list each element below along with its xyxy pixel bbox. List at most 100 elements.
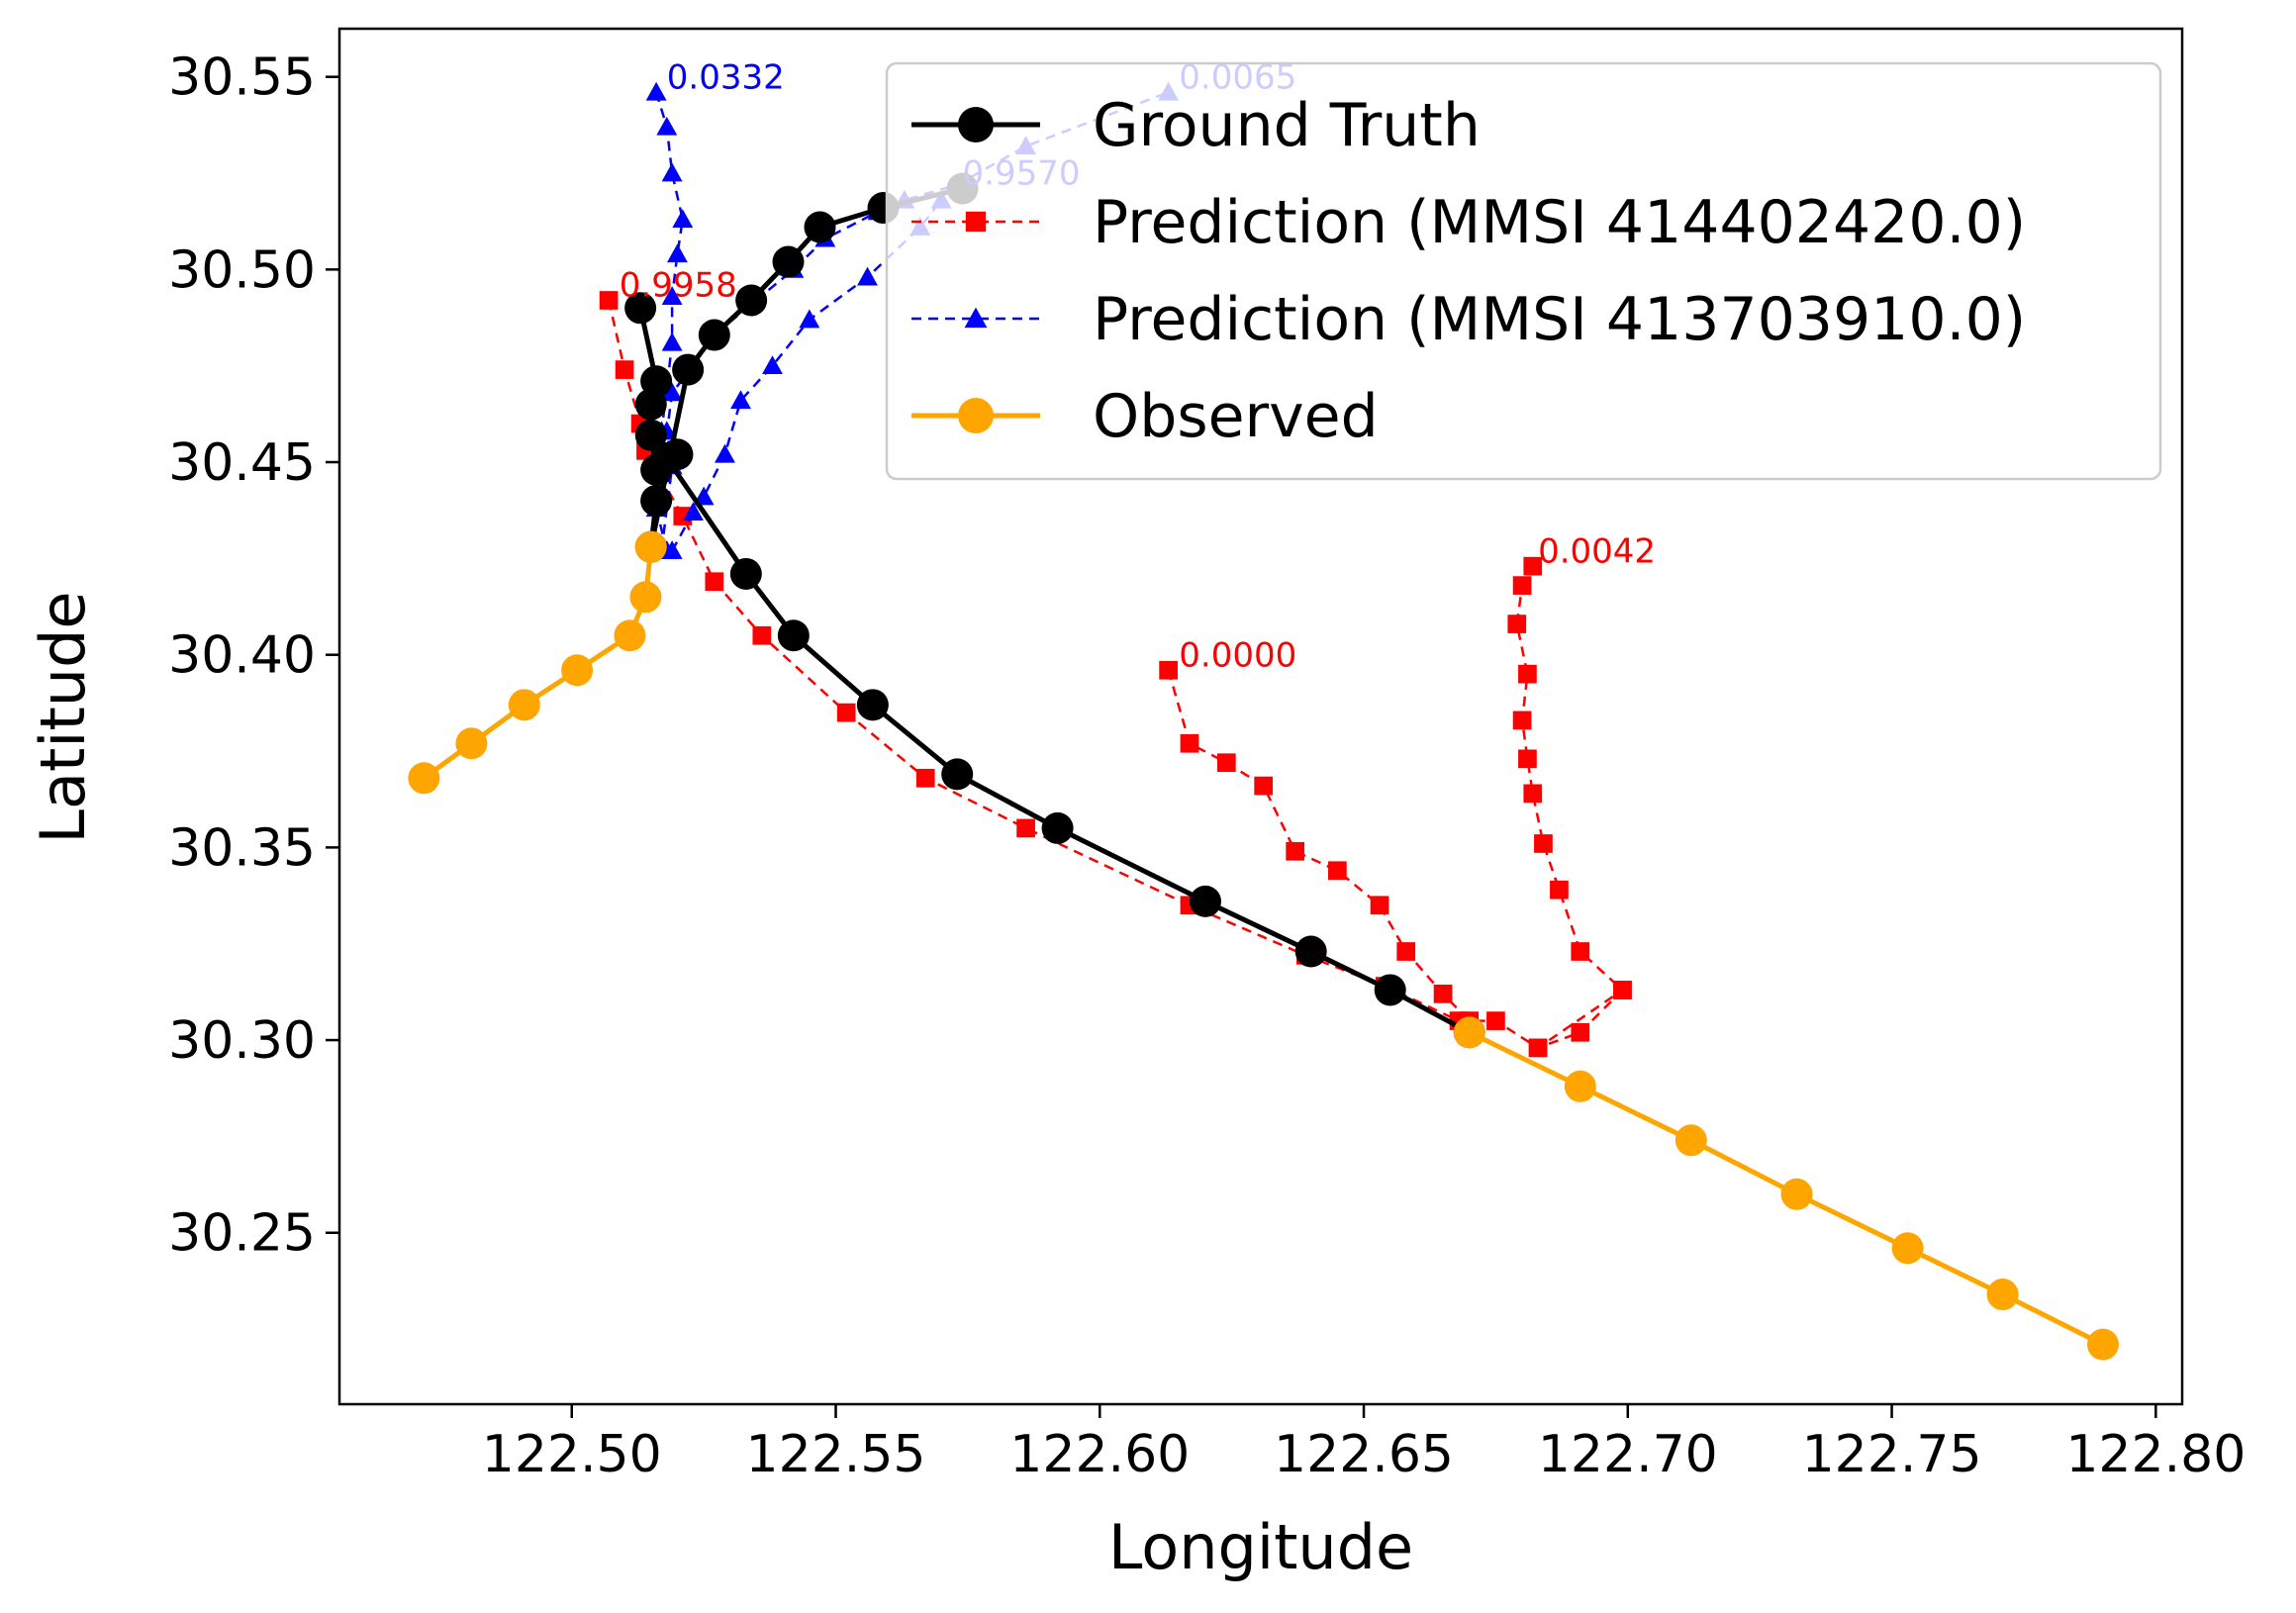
square-marker [836,703,856,722]
square-marker [1396,942,1416,961]
series-group [1507,556,1632,1058]
circle-marker [408,762,440,795]
x-tick-label: 122.70 [1538,1425,1718,1484]
circle-marker [650,442,683,475]
circle-marker [772,245,805,278]
square-marker [1216,753,1236,773]
y-axis-label: Latitude [27,591,99,843]
triangle-marker [964,307,988,329]
square-marker [1507,615,1527,633]
triangle-marker [715,443,735,463]
y-tick-label: 30.30 [168,1011,316,1071]
square-marker [965,211,987,233]
y-tick-label: 30.40 [168,626,316,686]
circle-marker [958,398,994,433]
legend: Ground Truth Prediction (MMSI 414402420.0… [885,61,2162,481]
square-marker [1550,880,1569,900]
probability-label: 0.0000 [1179,635,1296,675]
circle-marker [624,292,657,325]
square-marker [1523,784,1543,804]
square-marker [1180,733,1199,753]
triangle-marker [667,243,688,263]
square-marker [1571,942,1590,961]
circle-marker [455,727,488,760]
circle-marker [640,484,673,517]
series-line [664,456,1471,1035]
circle-marker [1891,1232,1924,1265]
square-marker [1286,841,1305,861]
series-line [1167,669,1471,1022]
triangle-marker [762,355,783,375]
square-marker [1486,1011,1505,1030]
x-tick-label: 122.80 [2065,1425,2246,1484]
square-marker [599,291,619,310]
triangle-marker [656,116,678,136]
y-tick-label: 30.55 [168,48,316,108]
x-tick-label: 122.50 [482,1425,662,1484]
circle-marker [804,211,836,243]
legend-label: Ground Truth [1093,91,1481,160]
circle-marker [1674,1124,1707,1157]
circle-marker [672,353,705,386]
circle-marker [735,284,768,317]
probability-label: 0.0332 [667,57,785,97]
y-ticks: 30.25 30.30 30.35 30.40 30.45 30.50 30.55 [168,48,339,1264]
x-tick-label: 122.65 [1274,1425,1454,1484]
triangle-marker [683,502,704,522]
series-group [1453,1016,2119,1361]
circle-marker [508,689,540,721]
square-marker [1254,776,1274,796]
triangle-marker [857,266,878,286]
circle-marker [1294,935,1327,968]
triangle-marker [799,309,820,329]
circle-marker [958,107,994,142]
circle-marker [1189,885,1221,917]
square-marker [1518,664,1537,684]
circle-marker [729,557,762,590]
x-tick-label: 122.60 [1009,1425,1190,1484]
triangle-marker [661,332,683,351]
probability-label: 0.9958 [620,266,737,306]
square-marker [1528,1038,1548,1058]
circle-marker [1564,1070,1596,1102]
x-ticks: 122.50 122.55 122.60 122.65 122.70 122.75 122.… [482,1404,2246,1484]
legend-label: Prediction (MMSI 414402420.0) [1093,188,2026,257]
circle-marker [1780,1178,1813,1210]
circle-marker [2086,1328,2119,1361]
square-marker [705,572,724,592]
circle-marker [634,419,667,451]
square-marker [1512,576,1532,595]
legend-box [885,61,2162,481]
square-marker [1016,818,1035,838]
square-marker [1613,981,1632,999]
square-marker [1370,896,1389,915]
y-tick-label: 30.45 [168,433,316,493]
triangle-marker [661,162,683,182]
circle-marker [1986,1279,2019,1311]
square-marker [1523,556,1543,576]
y-tick-label: 30.50 [168,240,316,300]
triangle-marker [645,81,667,101]
square-marker [752,625,772,645]
triangle-marker [661,540,683,559]
x-tick-label: 122.75 [1802,1425,1982,1484]
x-axis-label: Longitude [1108,1511,1413,1583]
circle-marker [856,689,889,721]
legend-label: Prediction (MMSI 413703910.0) [1093,285,2026,354]
circle-marker [1453,1016,1485,1049]
series-group [1159,660,1480,1030]
square-marker [1159,660,1178,680]
circle-marker [634,530,667,563]
circle-marker [614,619,646,652]
series-layer [408,81,2119,1361]
circle-marker [777,619,810,652]
probability-label: 0.0042 [1538,531,1656,571]
square-marker [1433,984,1453,1003]
square-marker [1534,834,1553,853]
square-marker [615,360,634,379]
circle-marker [629,581,662,614]
circle-marker [1041,811,1074,844]
series-group [408,530,667,795]
square-marker [1328,861,1347,881]
